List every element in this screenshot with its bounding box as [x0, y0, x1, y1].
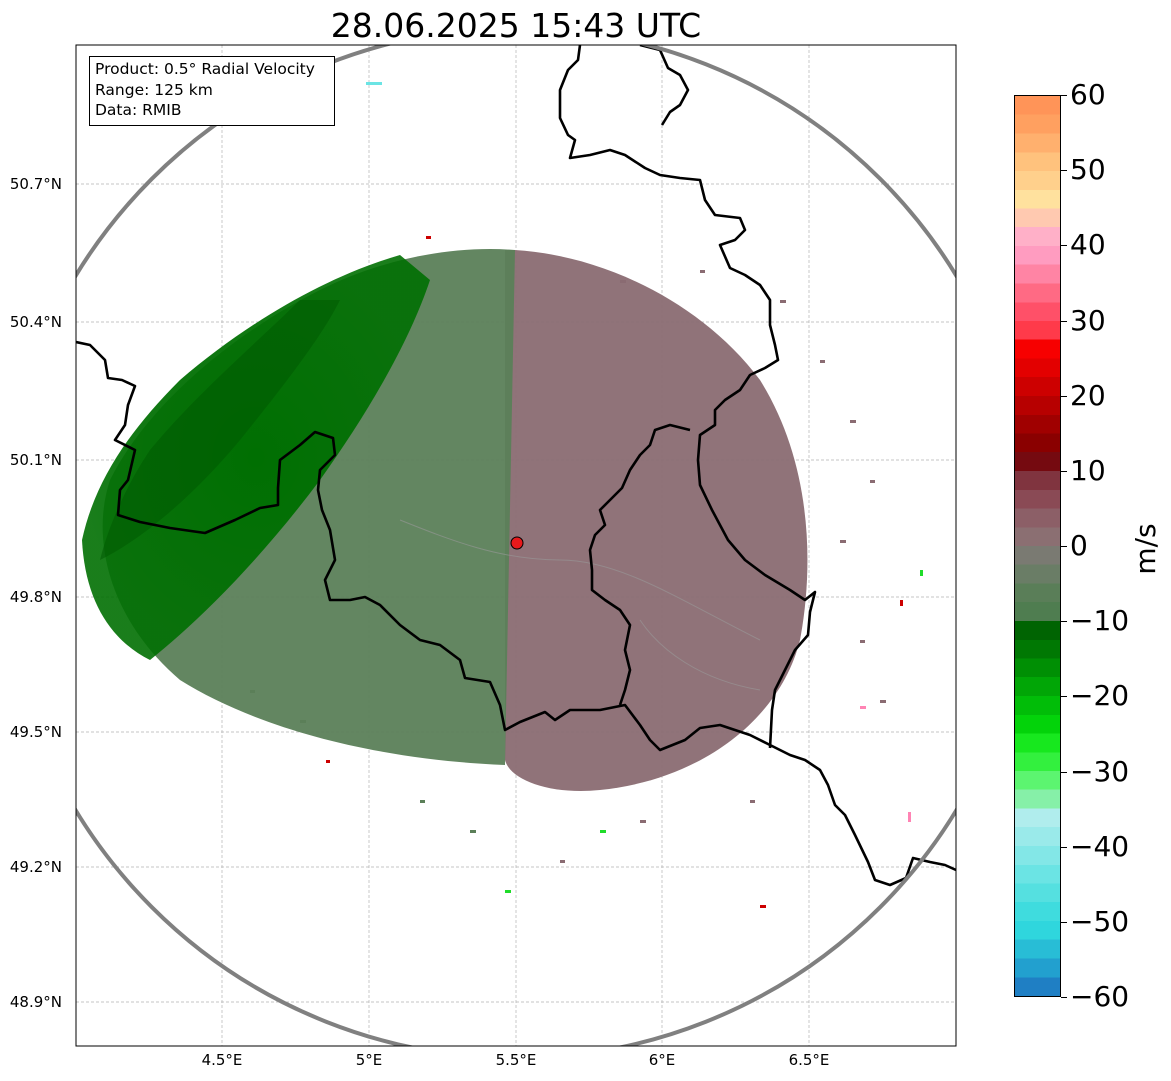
map-title: 28.06.2025 15:43 UTC [330, 6, 702, 45]
colorbar-tick-label: 60 [1070, 78, 1106, 111]
colorbar-tick-label: 10 [1070, 453, 1106, 487]
colorbar-tick-label: 50 [1070, 153, 1106, 187]
colorbar-tick-label: 40 [1070, 228, 1106, 262]
colorbar-tick-mark [1061, 696, 1067, 698]
receding-echo-area [505, 250, 808, 791]
lat-tick-label: 49.8°N [9, 588, 62, 606]
colorbar-tick-mark [1061, 921, 1067, 923]
colorbar-tick-mark [1061, 245, 1067, 247]
colorbar-tick-mark [1061, 395, 1067, 397]
lon-tick-label: 4.5°E [201, 1051, 243, 1069]
colorbar-tick-label: −50 [1070, 904, 1130, 938]
map-frame [75, 44, 957, 1047]
colorbar-tick-mark [1061, 320, 1067, 322]
colorbar-tick-mark [1061, 621, 1067, 623]
colorbar-tick-label: −40 [1070, 829, 1130, 863]
colorbar-tick-label: −10 [1070, 604, 1130, 638]
map-plot-area [76, 45, 956, 1046]
colorbar-tick-label: −30 [1070, 754, 1130, 788]
colorbar-tick-label: 0 [1070, 529, 1088, 562]
colorbar-unit-label: m/s [1129, 523, 1162, 575]
approaching-strong-area [82, 255, 430, 660]
country-borders [76, 45, 956, 887]
velocity-field [82, 82, 923, 908]
colorbar-tick-mark [1061, 95, 1067, 96]
colorbar-tick-mark [1061, 771, 1067, 773]
lat-tick-label: 50.1°N [9, 451, 62, 469]
lat-tick-label: 49.5°N [9, 723, 62, 741]
velocity-colorbar [1014, 95, 1061, 997]
product-label: Product: 0.5° Radial Velocity [95, 60, 315, 78]
radar-site-marker [510, 536, 524, 550]
lon-tick-label: 5°E [355, 1051, 383, 1069]
colorbar-tick-mark [1061, 470, 1067, 472]
colorbar-tick-mark [1061, 170, 1067, 172]
lat-tick-label: 50.7°N [9, 175, 62, 193]
range-label: Range: 125 km [95, 80, 213, 99]
colorbar-tick-mark [1061, 997, 1067, 998]
data-source-label: Data: RMIB [95, 101, 182, 119]
lon-tick-label: 6°E [648, 1051, 676, 1069]
colorbar-tick-label: −20 [1070, 679, 1130, 713]
product-info-box: Product: 0.5° Radial Velocity Range: 125… [89, 56, 335, 126]
colorbar-tick-mark [1061, 546, 1067, 547]
lon-tick-label: 5.5°E [495, 1051, 537, 1069]
colorbar-tick-mark [1061, 846, 1067, 848]
lat-tick-label: 48.9°N [9, 993, 62, 1011]
lon-tick-label: 6.5°E [788, 1051, 830, 1069]
lat-tick-label: 49.2°N [9, 858, 62, 876]
internal-boundaries [399, 519, 761, 691]
colorbar-tick-label: 30 [1070, 303, 1106, 337]
colorbar-tick-label: 20 [1070, 378, 1106, 412]
colorbar-tick-label: −60 [1070, 980, 1130, 1013]
lat-tick-label: 50.4°N [9, 313, 62, 331]
